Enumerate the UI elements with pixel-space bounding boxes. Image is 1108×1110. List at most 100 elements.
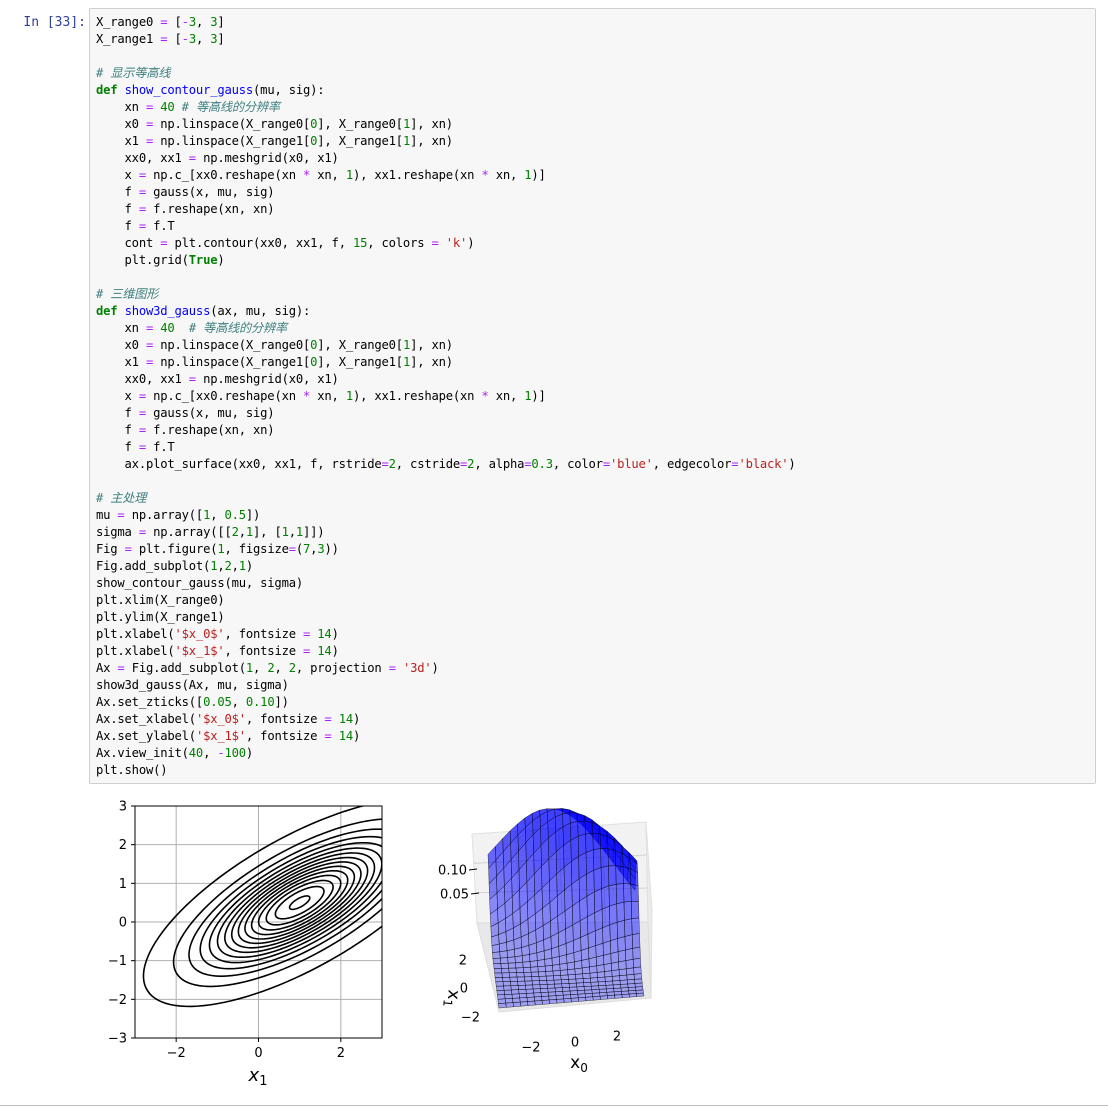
surface3d-face [592,822,601,835]
surface3d-face [560,974,569,981]
code-line: Ax.view_init(40, -100) [96,746,254,760]
contour-subplot: −3 −2 −1 0 1 2 3 −2 0 2 x1 [108,800,383,1089]
contour-line [188,828,382,977]
surface3d-face [537,965,546,973]
surface3d-face [518,989,527,995]
contour-xlabel: x1 [248,1065,268,1089]
contour-ytick-label: −2 [108,993,127,1008]
surface3d-face [538,975,547,981]
surface3d-face [616,901,625,923]
surface3d-yticks: 2 0 −2 [459,954,480,1026]
surface3d-face [631,917,640,935]
contour-xtick-label: 2 [337,1046,345,1061]
surface3d-face [581,966,591,975]
contour-ytick-label: 3 [119,800,127,815]
surface3d-face [503,989,513,995]
surface3d-face [546,983,556,989]
surface3d-face [602,924,611,944]
surface3d-face [576,812,586,822]
surface3d-face [628,993,638,998]
surface3d-face [552,964,561,972]
contour-line [142,806,382,1008]
code-line: # 显示等高线 [96,66,171,80]
surface3d-subplot: 0.10 0.05 2 0 −2 −2 0 2 x0 x1 [438,808,653,1075]
surface3d-face [529,952,538,962]
surface3d-face [506,948,516,958]
surface3d-face [636,992,645,997]
surface3d-face [502,981,512,987]
surface3d-ztick-label: 0.05 [440,888,469,903]
surface3d-face [619,979,628,985]
contour-xtick-label: 0 [254,1046,262,1061]
code-line: X_range0 = [-3, 3] [96,15,225,29]
surface3d-face [530,971,540,977]
surface3d-face [593,848,602,871]
surface3d-face [496,990,505,996]
surface3d-face [563,998,572,1003]
surface3d-face [543,948,553,960]
surface3d-face [586,891,595,918]
surface3d-face [614,994,623,999]
surface3d-ztick-mark [468,868,478,871]
surface3d-face [619,974,628,981]
surface3d-face [523,971,532,978]
surface3d-face [527,1000,536,1006]
surface3d-face [589,972,598,979]
surface3d-face [512,997,521,1003]
contour-line [230,856,369,949]
surface3d-face [599,833,609,850]
surface3d-face [496,985,505,991]
surface3d-face [583,982,592,987]
surface3d-face [626,967,635,976]
surface3d-face [558,954,568,965]
surface3d-face [539,980,548,985]
code-line: f = f.T [96,440,175,454]
code-line: plt.xlabel('$x_0$', fontsize = 14) [96,627,339,641]
code-cell-input[interactable]: X_range0 = [-3, 3]X_range1 = [-3, 3]​# 显… [89,8,1096,784]
surface3d-face [493,968,503,974]
code-editor[interactable]: X_range0 = [-3, 3]X_range1 = [-3, 3]​# 显… [96,14,1089,779]
surface3d-ztick-label: 0.10 [438,864,467,879]
surface3d-face [610,961,620,971]
surface3d-ytick-label: −2 [461,1011,480,1026]
surface3d-face [536,950,545,961]
surface3d-face [531,980,541,986]
surface3d-face [582,972,591,979]
surface3d-face [525,988,534,994]
surface3d-face [585,849,595,875]
surface3d-face [500,962,509,969]
surface3d-face [567,974,577,980]
surface3d-face [554,987,563,993]
surface3d-face [607,848,616,867]
code-line: ​ [96,473,1089,490]
surface3d-face [508,967,517,974]
code-line: xn = 40 # 等高线的分辨率 [96,321,288,335]
surface3d-face [492,951,501,959]
code-line: ax.plot_surface(xx0, xx1, f, rstride=2, … [96,457,796,471]
code-line: f = f.reshape(xn, xn) [96,202,275,216]
surface3d-face [627,983,636,988]
surface3d-face [556,998,565,1004]
surface3d-face [610,951,619,964]
surface3d-face [544,957,553,967]
surface3d-face [632,957,642,969]
code-line: cont = plt.contour(xx0, xx1, f, 15, colo… [96,236,475,250]
surface3d-face [626,974,635,981]
surface3d-face [547,987,556,993]
surface3d-face [497,994,506,1000]
code-line: xn = 40 # 等高线的分辨率 [96,100,281,114]
surface3d-face [515,967,525,973]
code-line: f = f.T [96,219,175,233]
surface3d-face [576,982,585,988]
code-line: def show3d_gauss(ax, mu, sig): [96,304,311,318]
contour-ytick-label: −1 [108,954,127,969]
surface3d-face [575,973,584,980]
output-figure: −3 −2 −1 0 1 2 3 −2 0 2 x1 0.10 0.05 2 0 −2 −2 0 2 x0… [108,800,653,1089]
surface3d-face [510,981,519,986]
surface3d-face [544,965,554,972]
surface3d-face [553,979,562,985]
surface3d-face [534,1000,543,1006]
surface3d-ylabel: x1 [440,989,463,1009]
surface3d-face [595,954,605,967]
surface3d-face [546,979,555,985]
